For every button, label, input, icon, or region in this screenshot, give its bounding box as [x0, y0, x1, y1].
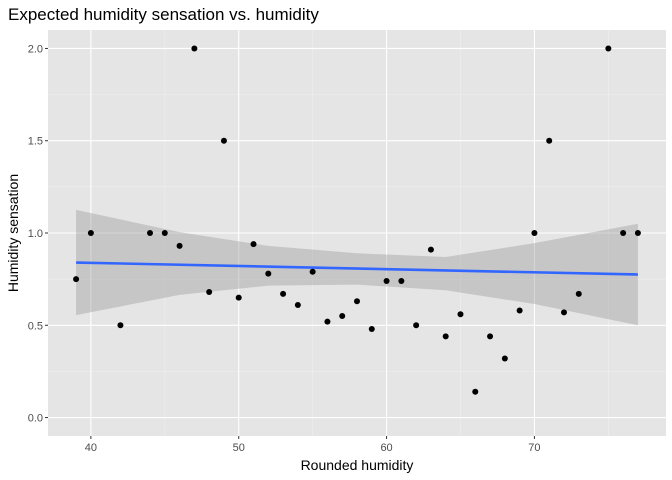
data-point	[354, 298, 360, 305]
data-point	[73, 276, 80, 283]
data-point	[634, 230, 641, 236]
data-point	[560, 309, 567, 316]
data-point	[250, 241, 257, 248]
data-point	[398, 277, 405, 284]
data-point	[87, 230, 94, 236]
data-point	[324, 318, 331, 325]
data-point	[383, 277, 390, 284]
trend-line	[76, 261, 638, 276]
data-point	[472, 388, 479, 395]
data-point	[161, 230, 168, 236]
y-tick-label: 1.0	[28, 228, 43, 240]
data-point	[413, 322, 420, 329]
data-point	[309, 268, 316, 275]
data-point	[487, 333, 494, 340]
y-tick-label: 0.0	[28, 413, 43, 425]
y-tick-label: 2.0	[28, 43, 43, 55]
data-point	[427, 246, 434, 253]
data-point	[117, 322, 124, 329]
x-tick-label: 60	[380, 442, 392, 454]
data-point	[147, 230, 154, 236]
data-point	[368, 325, 375, 332]
data-point	[531, 230, 538, 236]
data-point	[501, 355, 508, 362]
x-axis-ticks: 40 50 60 70	[85, 436, 541, 454]
data-point	[176, 242, 183, 249]
data-point	[220, 137, 227, 144]
x-tick-label: 70	[528, 442, 540, 454]
y-axis-ticks: 0.0 0.5 1.0 1.5 2.0	[28, 43, 48, 425]
data-point	[280, 290, 287, 297]
data-point	[339, 313, 346, 320]
data-point	[235, 294, 242, 301]
data-point	[575, 290, 582, 297]
data-point	[442, 333, 449, 340]
major-gridlines	[48, 30, 666, 436]
y-axis-title: Humidity sensation	[5, 174, 21, 292]
data-point	[265, 270, 272, 277]
x-axis-title: Rounded humidity	[301, 457, 414, 473]
data-point	[457, 311, 464, 318]
y-tick-label: 0.5	[28, 320, 43, 332]
data-point	[546, 137, 553, 144]
data-point	[620, 230, 627, 236]
data-points	[73, 45, 641, 395]
x-tick-label: 40	[85, 442, 97, 454]
x-tick-label: 50	[233, 442, 245, 454]
y-tick-label: 1.5	[28, 136, 43, 148]
trend-line-layer	[76, 261, 638, 276]
chart-title: Expected humidity sensation vs. humidity	[8, 5, 319, 24]
data-point	[294, 301, 301, 308]
data-point	[191, 45, 198, 52]
data-point	[516, 307, 523, 314]
data-point	[605, 45, 612, 52]
data-point	[206, 289, 213, 296]
